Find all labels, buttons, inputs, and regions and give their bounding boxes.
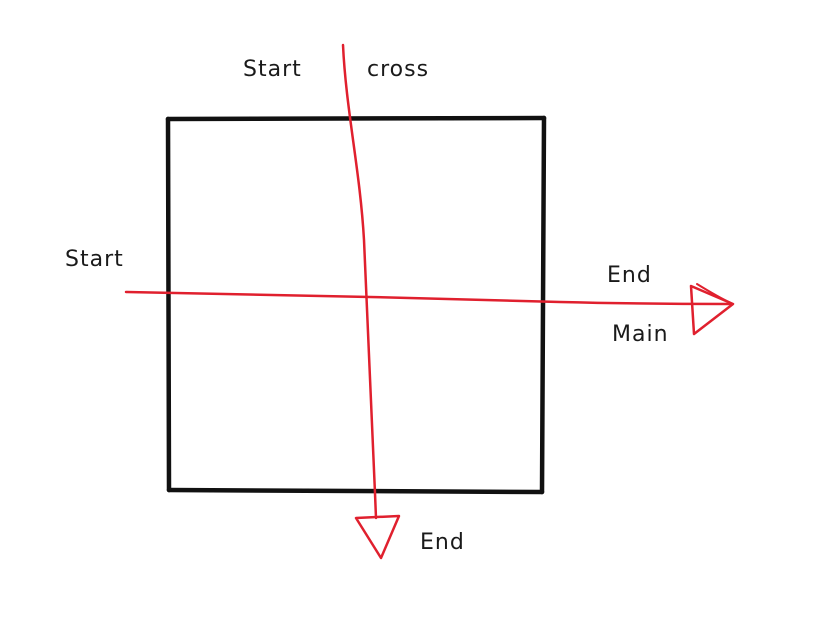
main-axis-arrowhead: [689, 284, 735, 336]
container-box: [165, 115, 547, 495]
cross-axis-line: [341, 43, 378, 520]
cross-name-label: cross: [367, 57, 429, 82]
main-axis-line: [124, 290, 734, 306]
main-axis-arrow: [124, 283, 735, 336]
main-end-label: End: [607, 263, 652, 288]
box-top-edge: [165, 115, 547, 122]
box-right-edge: [539, 115, 547, 495]
main-start-label: Start: [65, 247, 124, 272]
main-name-label: Main: [612, 322, 669, 347]
box-bottom-edge: [166, 487, 545, 495]
cross-axis-arrowhead: [354, 514, 401, 560]
box-left-edge: [165, 116, 172, 493]
main-axis-arrowhead-stroke: [696, 283, 732, 304]
cross-axis-arrow: [341, 43, 401, 560]
cross-end-label: End: [420, 530, 465, 555]
cross-start-label: Start: [243, 57, 302, 82]
